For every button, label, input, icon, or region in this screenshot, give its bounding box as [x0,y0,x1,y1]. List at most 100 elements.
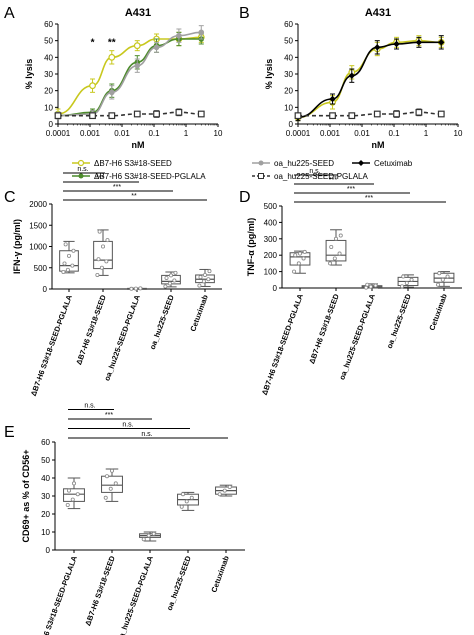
significance-label: *** [365,195,373,202]
box-data-point [151,531,156,536]
x-tick-label: oa_hu225-SEED-PGLALA [102,293,142,382]
data-point-oa_pglala [175,108,183,116]
significance-marker: ** [108,38,116,49]
x-tick-label: Cetuximab [209,554,231,594]
box-data-point [146,533,151,538]
box-data-point [227,484,232,489]
data-point-cetuximab [329,95,336,103]
y-tick-label: 0 [46,546,51,555]
series-line-oa_seed [57,31,202,117]
y-tick-label: 0 [49,120,54,129]
y-axis-label: CD69+ as % of CD56+ [21,449,31,542]
data-point-db7_seed [89,82,96,90]
significance-label: *** [96,175,104,182]
data-point-oa_seed [198,29,205,36]
significance-label: n.s. [77,166,88,173]
data-point-cetuximab [415,39,423,46]
significance-label: *** [113,184,121,191]
x-tick-label: 0.1 [148,129,160,138]
panel-letter-d: D [239,189,251,206]
data-point-cetuximab [348,72,355,79]
panel-letter-c: C [4,189,16,206]
data-point-oa_seed [176,32,182,39]
box-data-point [445,274,450,279]
x-axis-label: nM [372,140,385,150]
box-data-point [368,284,373,289]
box-data-point [164,275,169,280]
box-data-point [184,499,189,504]
y-tick-label: 400 [264,218,278,227]
box-data-point [167,281,172,286]
box-iqr [59,250,79,272]
y-tick-label: 40 [284,53,293,62]
x-tick-label: ΔB7-H6 S3#18-SEED [307,292,341,365]
legend-swatch-marker [358,160,364,166]
box-data-point [67,253,72,258]
box-data-point [70,497,75,502]
box-data-point [337,251,342,256]
box-data-point [66,488,71,493]
x-tick-label: 0.01 [114,129,130,138]
data-point-oa_pglala [197,110,205,118]
box-data-point [133,286,138,291]
significance-label: n.s. [141,431,152,438]
box-data-point [296,261,301,266]
data-point-oa_seed [153,44,160,51]
panel-letter-a: A [4,5,15,22]
y-tick-label: 1500 [29,221,47,230]
panel-d-boxplot: 0 100 200 300 400 500 TNF-α (pg/ml) ΔB7-H6 S3#1… [246,168,462,396]
box-data-point [292,269,297,274]
box-data-point [108,486,113,491]
x-tick-label: 1 [424,129,429,138]
data-point-oa_pglala [437,110,445,118]
panel-letter-b: B [239,5,250,22]
x-tick-label: 0.01 [354,129,370,138]
box-data-point [297,251,302,256]
box-data-point [138,286,143,291]
y-axis-label: % lysis [264,59,274,90]
y-tick-label: 20 [41,510,50,519]
box-data-point [437,271,442,276]
data-point-oa_pglala [133,110,141,118]
data-point-cetuximab [438,39,445,46]
box-data-point [332,256,337,261]
y-tick-label: 50 [44,37,53,46]
box-data-point [101,244,106,249]
significance-label: *** [105,412,113,419]
panel-c-boxplot: 0 500 1000 1500 2000 IFN-γ (pg/ml) ΔB7-H6 S3#1… [12,166,222,397]
box-data-point [65,502,70,507]
x-tick-label: ΔB7-H6 S3#18-SEED [74,293,108,366]
significance-label: n.s. [122,422,133,429]
box-data-point [373,283,378,288]
legend-swatch-marker [258,160,264,166]
box-data-point [70,263,75,268]
box-data-point [302,249,307,254]
box-data-point [401,274,406,279]
y-tick-label: 50 [284,37,293,46]
y-tick-label: 60 [44,20,53,29]
box-data-point [96,257,101,262]
significance-label: n.s. [309,168,320,175]
x-tick-label: ΔB7-H6 S3#18-SEED [83,554,117,627]
y-tick-label: 0 [273,284,278,293]
chart-title: A431 [125,7,151,19]
panel-e-boxplot: 0 10 20 30 40 50 60 CD69+ as % of CD56+ ΔB7-H6 S… [21,403,245,635]
y-tick-label: 200 [264,251,278,260]
y-tick-label: 20 [44,87,53,96]
y-tick-label: 500 [264,202,278,211]
x-tick-label: oa_hu225-SEED [385,292,413,350]
panel-b-dose-response: A431 0 10 20 30 40 50 60 0.0001 0.001 0.01 0.1 1 10 nM… [264,7,463,150]
box-data-point [110,468,115,473]
box-data-point [400,284,405,289]
legend-swatch-marker [258,173,264,179]
y-tick-label: 300 [264,235,278,244]
box-data-point [104,474,109,479]
y-tick-label: 0 [43,285,48,294]
box-data-point [113,481,118,486]
x-tick-label: oa_hu225-SEED-PGLALA [115,554,155,635]
data-point-oa_pglala [89,112,96,120]
box-data-point [173,270,178,275]
box-data-point [328,261,333,266]
box-data-point [61,269,66,274]
y-tick-label: 40 [44,53,53,62]
